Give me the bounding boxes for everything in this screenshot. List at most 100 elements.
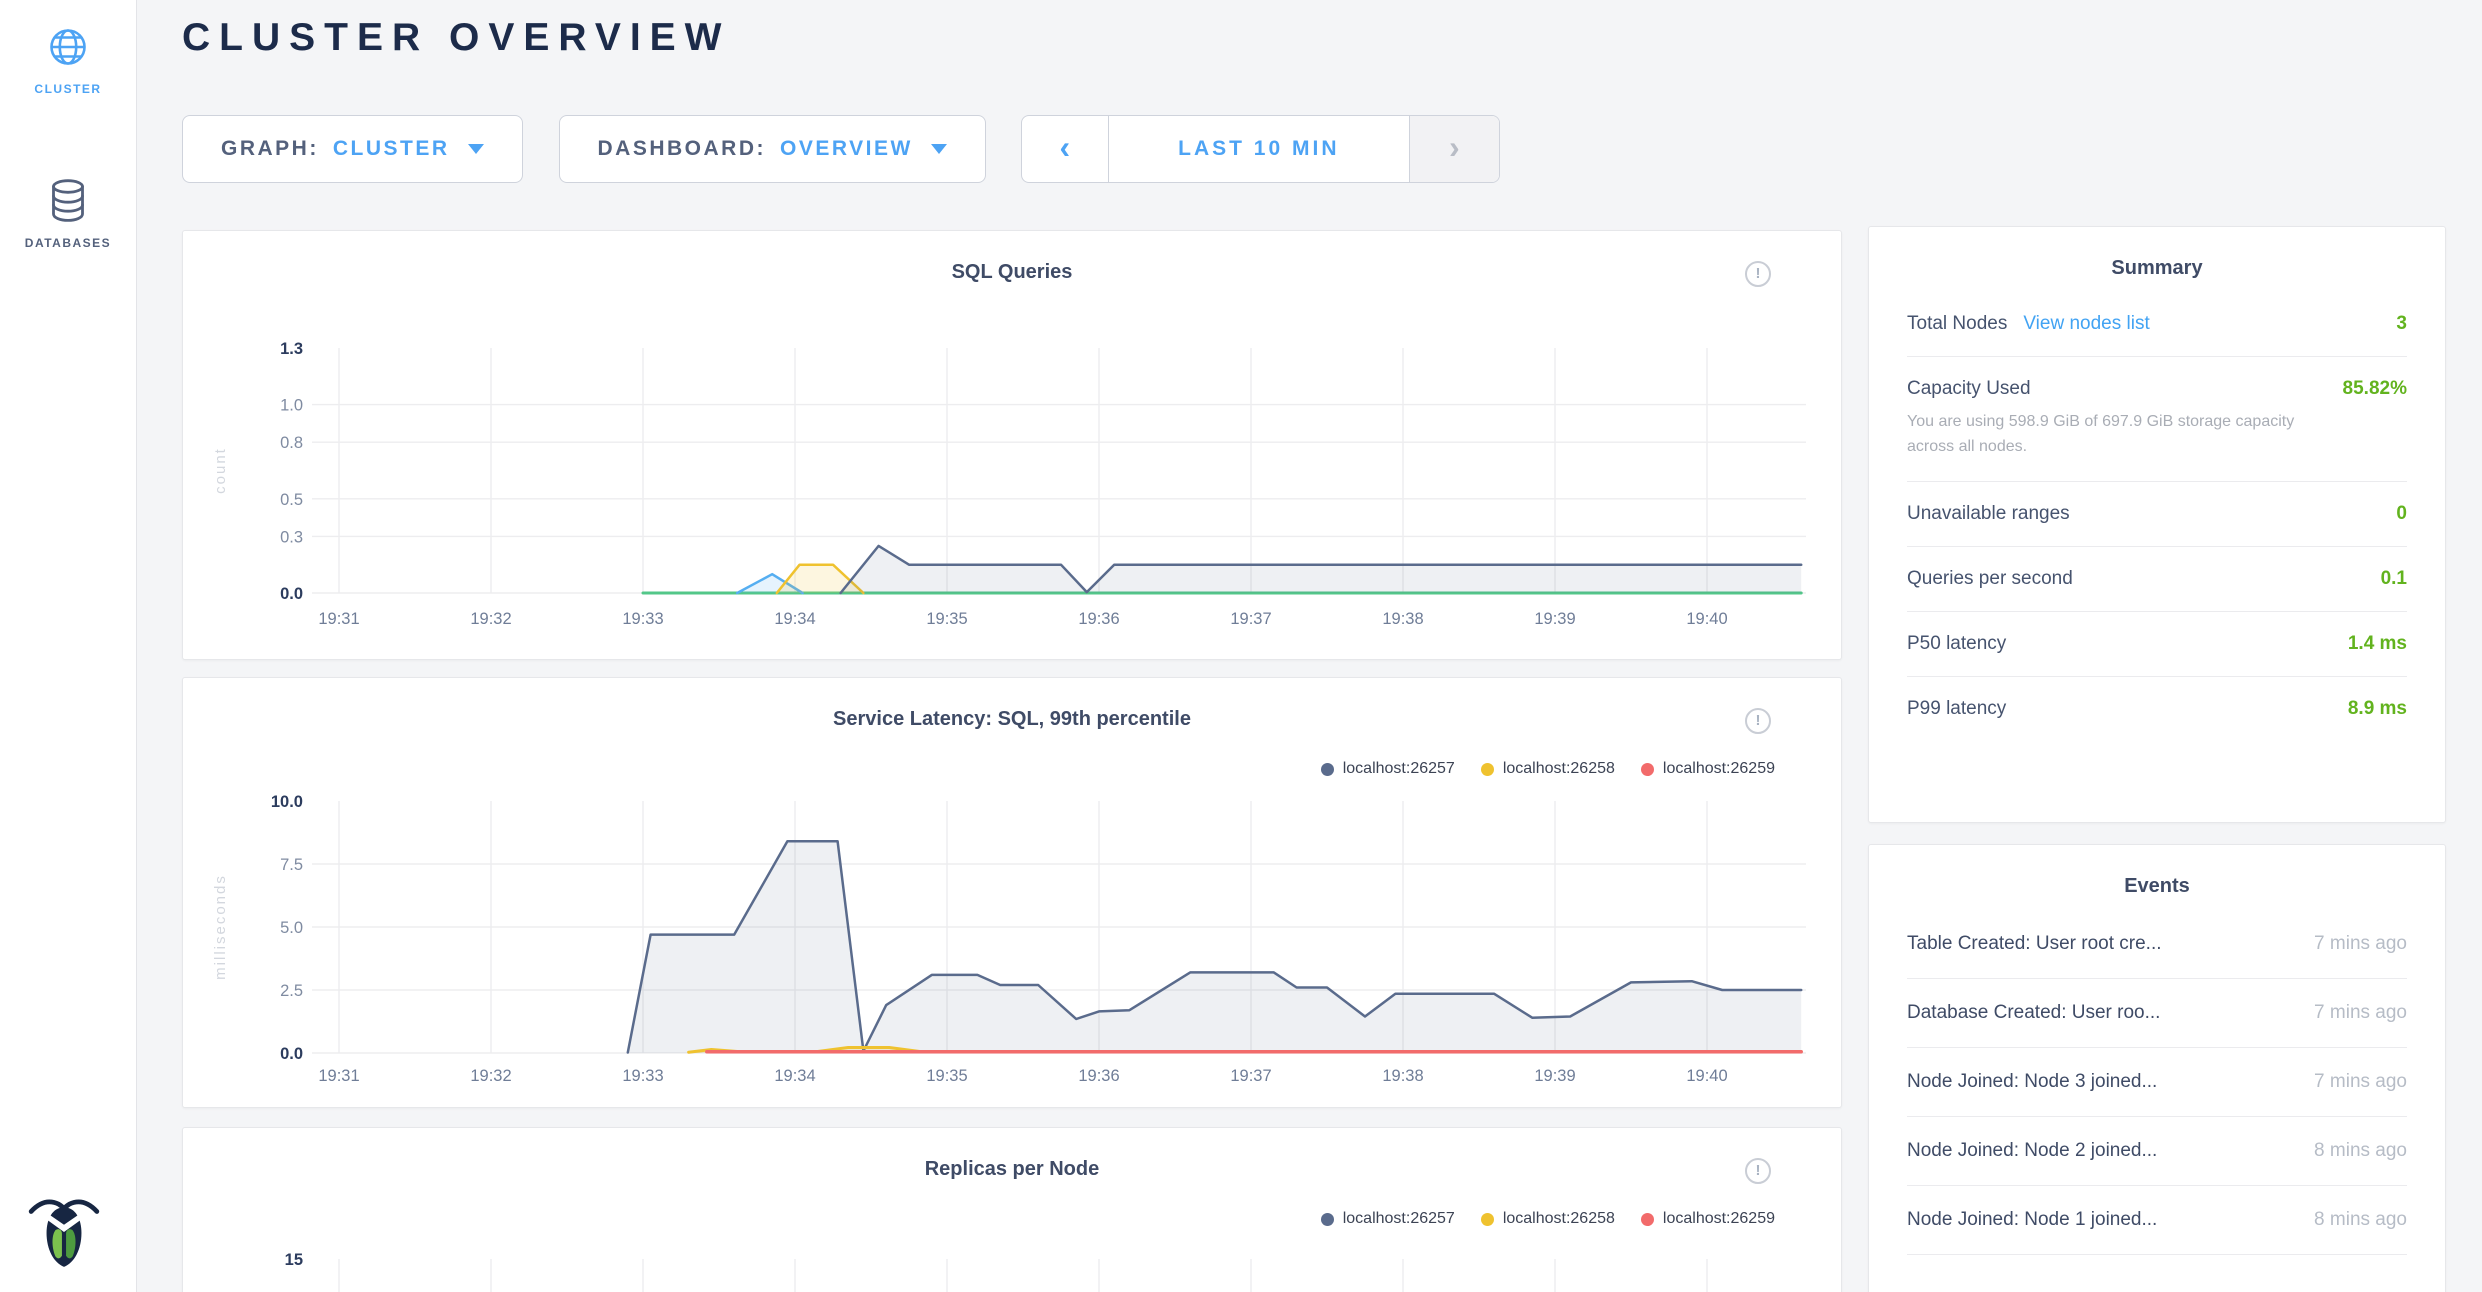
svg-text:19:34: 19:34	[774, 610, 815, 628]
legend-dot-icon	[1641, 763, 1654, 776]
svg-text:0.5: 0.5	[280, 491, 303, 509]
event-time: 7 mins ago	[2296, 1002, 2407, 1024]
summary-panel: Summary Total Nodes View nodes list 3 Capac…	[1868, 226, 2446, 823]
chart-title: Replicas per Node	[183, 1158, 1841, 1181]
svg-text:15: 15	[285, 1251, 303, 1269]
svg-text:0.8: 0.8	[280, 434, 303, 452]
chart-legend: localhost:26257 localhost:26258 localhost:…	[1295, 1210, 1775, 1228]
dashboard-selector[interactable]: DASHBOARD: OVERVIEW	[559, 115, 986, 183]
time-window-next-button[interactable]: ›	[1409, 116, 1499, 182]
databases-icon	[47, 178, 89, 224]
legend-item[interactable]: localhost:26259	[1641, 760, 1775, 778]
chart-card-service-latency: Service Latency: SQL, 99th percentile ! …	[182, 677, 1842, 1108]
summary-row-value: 1.4 ms	[2348, 633, 2407, 655]
event-text: Node Joined: Node 2 joined...	[1907, 1140, 2157, 1162]
svg-text:19:32: 19:32	[470, 610, 511, 628]
summary-row: Queries per second 0.1	[1907, 547, 2407, 612]
summary-row: P99 latency 8.9 ms	[1907, 677, 2407, 741]
summary-row: Total Nodes View nodes list 3	[1907, 292, 2407, 357]
info-icon[interactable]: !	[1745, 1158, 1771, 1184]
event-time: 7 mins ago	[2296, 933, 2407, 955]
event-text: Database Created: User roo...	[1907, 1002, 2160, 1024]
summary-row-label: Capacity Used	[1907, 378, 2031, 400]
service-latency-chart[interactable]: 0.02.55.07.510.019:3119:3219:3319:3419:3…	[183, 791, 1843, 1109]
chart-title: Service Latency: SQL, 99th percentile	[183, 708, 1841, 731]
chart-card-sql-queries: SQL Queries ! 0.00.30.50.81.01.319:3119:…	[182, 230, 1842, 660]
sidebar-item-cluster[interactable]: CLUSTER	[0, 24, 136, 96]
summary-row-label: Queries per second	[1907, 568, 2073, 590]
svg-text:19:38: 19:38	[1382, 610, 1423, 628]
event-time: 8 mins ago	[2296, 1140, 2407, 1162]
svg-text:19:40: 19:40	[1686, 610, 1727, 628]
chevron-down-icon	[931, 144, 947, 154]
time-window-prev-button[interactable]: ‹	[1022, 116, 1109, 182]
svg-text:5.0: 5.0	[280, 919, 303, 937]
event-row: Node Joined: Node 3 joined...7 mins ago	[1907, 1048, 2407, 1117]
summary-row-value: 3	[2396, 313, 2407, 335]
event-text: Node Joined: Node 1 joined...	[1907, 1209, 2157, 1231]
cockroachdb-logo	[28, 1194, 100, 1270]
events-panel: Events Table Created: User root cre...7 …	[1868, 844, 2446, 1292]
legend-item[interactable]: localhost:26257	[1321, 1210, 1455, 1228]
svg-text:10.0: 10.0	[271, 793, 303, 811]
legend-item[interactable]: localhost:26257	[1321, 760, 1455, 778]
chevron-right-icon: ›	[1449, 131, 1460, 163]
legend-dot-icon	[1481, 1213, 1494, 1226]
svg-text:milliseconds: milliseconds	[212, 874, 229, 980]
events-title: Events	[1907, 845, 2407, 898]
summary-row-value: 0.1	[2381, 568, 2407, 590]
summary-row-label: P99 latency	[1907, 698, 2006, 720]
svg-text:7.5: 7.5	[280, 856, 303, 874]
legend-label: localhost:26257	[1343, 1210, 1455, 1228]
summary-row: P50 latency 1.4 ms	[1907, 612, 2407, 677]
svg-text:19:40: 19:40	[1686, 1067, 1727, 1085]
legend-item[interactable]: localhost:26258	[1481, 760, 1615, 778]
dashboard-selector-value: OVERVIEW	[780, 137, 913, 161]
chart-title: SQL Queries	[183, 261, 1841, 284]
summary-row-value: 8.9 ms	[2348, 698, 2407, 720]
sql-queries-chart[interactable]: 0.00.30.50.81.01.319:3119:3219:3319:3419…	[183, 321, 1843, 661]
svg-text:19:37: 19:37	[1230, 610, 1271, 628]
summary-title: Summary	[1907, 227, 2407, 280]
summary-row-description: You are using 598.9 GiB of 697.9 GiB sto…	[1907, 410, 2339, 460]
svg-text:0.0: 0.0	[280, 585, 303, 603]
summary-row-label: P50 latency	[1907, 633, 2006, 655]
legend-dot-icon	[1321, 1213, 1334, 1226]
event-text: Node Joined: Node 3 joined...	[1907, 1071, 2157, 1093]
info-icon[interactable]: !	[1745, 261, 1771, 287]
graph-selector[interactable]: GRAPH: CLUSTER	[182, 115, 523, 183]
legend-dot-icon	[1641, 1213, 1654, 1226]
legend-item[interactable]: localhost:26259	[1641, 1210, 1775, 1228]
svg-text:19:37: 19:37	[1230, 1067, 1271, 1085]
chevron-left-icon: ‹	[1060, 131, 1071, 163]
sidebar-item-label: CLUSTER	[0, 82, 136, 96]
svg-text:19:31: 19:31	[318, 1067, 359, 1085]
time-window-range[interactable]: LAST 10 MIN	[1109, 116, 1409, 182]
sidebar-item-label: DATABASES	[0, 236, 136, 250]
svg-text:19:33: 19:33	[622, 1067, 663, 1085]
svg-text:2.5: 2.5	[280, 982, 303, 1000]
sidebar-item-databases[interactable]: DATABASES	[0, 178, 136, 250]
svg-text:19:33: 19:33	[622, 610, 663, 628]
globe-icon	[45, 24, 91, 70]
dashboard-selector-label: DASHBOARD:	[598, 137, 767, 161]
view-nodes-list-link[interactable]: View nodes list	[2023, 313, 2149, 335]
chart-card-replicas-per-node: Replicas per Node ! localhost:26257local…	[182, 1127, 1842, 1292]
summary-row: Unavailable ranges0	[1907, 482, 2407, 547]
event-time: 8 mins ago	[2296, 1209, 2407, 1231]
chart-legend: localhost:26257 localhost:26258 localhost:…	[1295, 760, 1775, 778]
graph-selector-label: GRAPH:	[221, 137, 319, 161]
svg-text:19:36: 19:36	[1078, 1067, 1119, 1085]
svg-text:count: count	[212, 447, 229, 494]
events-rows: Table Created: User root cre...7 mins ag…	[1907, 910, 2407, 1255]
replicas-per-node-chart[interactable]: 1015	[183, 1241, 1843, 1292]
summary-row: Capacity Used85.82%You are using 598.9 G…	[1907, 357, 2407, 482]
info-icon[interactable]: !	[1745, 708, 1771, 734]
time-window-selector: ‹ LAST 10 MIN ›	[1021, 115, 1500, 183]
legend-label: localhost:26258	[1503, 760, 1615, 778]
svg-text:19:39: 19:39	[1534, 1067, 1575, 1085]
event-row: Table Created: User root cre...7 mins ag…	[1907, 910, 2407, 979]
legend-item[interactable]: localhost:26258	[1481, 1210, 1615, 1228]
summary-row-label: Total Nodes	[1907, 313, 2007, 335]
legend-label: localhost:26259	[1663, 1210, 1775, 1228]
